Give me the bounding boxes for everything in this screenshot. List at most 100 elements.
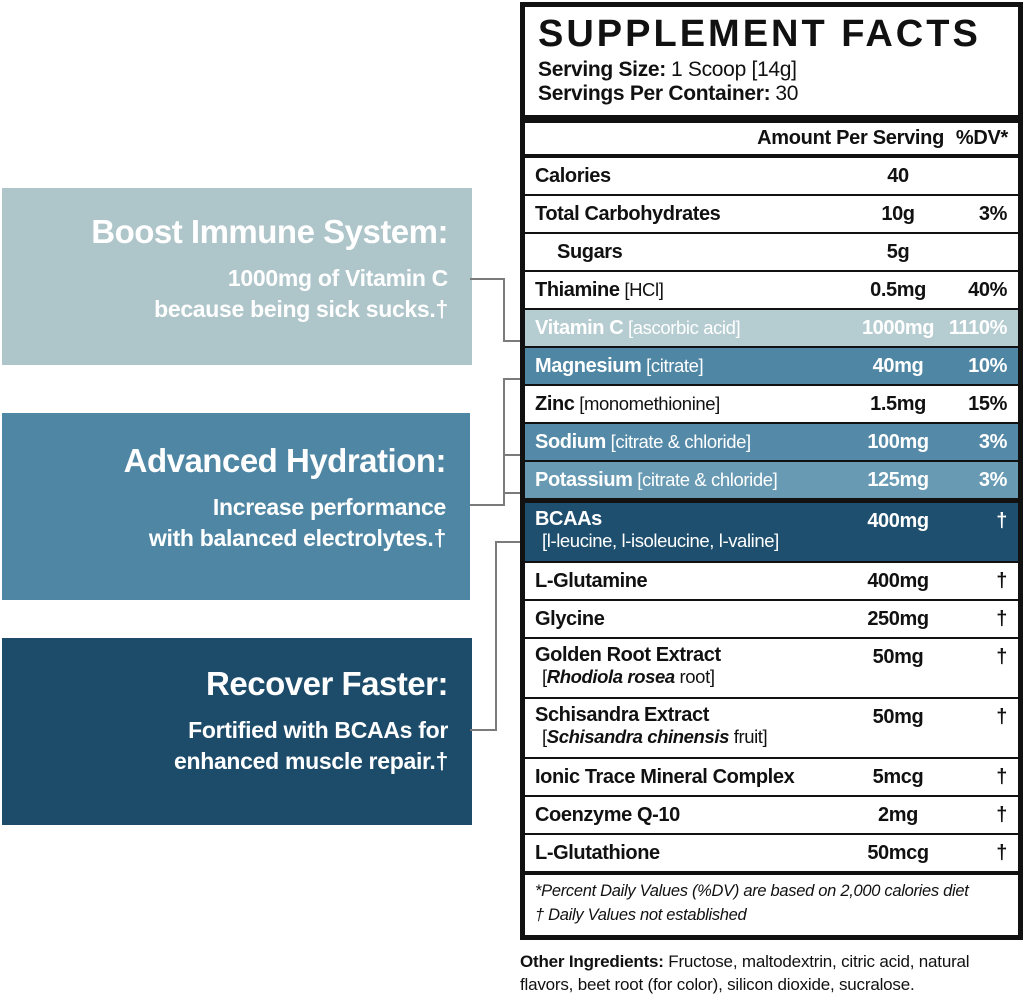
connector-line	[470, 278, 505, 280]
row-subname: [l-leucine, l-isoleucine, l-valine]	[542, 530, 779, 552]
table-row: L-Glutamine 400mg †	[525, 561, 1018, 599]
nutrient-rows: Calories 40 Total Carbohydrates 10g 3% Sugars…	[525, 158, 1018, 871]
row-name: Coenzyme Q-10	[535, 804, 680, 827]
connector-line	[470, 504, 505, 506]
callout-line: Fortified with BCAAs for	[188, 717, 448, 744]
callout-line: with balanced electrolytes.†	[148, 524, 446, 551]
row-dv: 1110%	[948, 316, 1007, 339]
row-name: Sodium [citrate & chloride]	[535, 431, 751, 454]
panel-title: SUPPLEMENT FACTS	[538, 13, 981, 55]
table-row: Sodium [citrate & chloride] 100mg 3%	[525, 422, 1018, 461]
row-name: Sugars	[557, 241, 623, 264]
table-row: Potassium [citrate & chloride] 125mg 3%	[525, 460, 1018, 499]
row-name: L-Glutamine	[535, 570, 648, 593]
callout-line: enhanced muscle repair.†	[173, 747, 448, 774]
row-dv: 3%	[978, 430, 1008, 453]
servings-per-container-line: Servings Per Container: 30	[538, 82, 1006, 107]
callout-box-recover: Recover Faster: Fortified with BCAAs for…	[2, 638, 472, 825]
row-amount: 50mg	[872, 706, 924, 729]
row-amount: 5g	[886, 240, 910, 263]
row-subname: [Rhodiola rosea root]	[542, 666, 715, 688]
row-dv: †	[996, 569, 1007, 592]
row-dv: 3%	[978, 468, 1008, 491]
row-amount: 400mg	[867, 569, 929, 592]
row-dv: 10%	[968, 354, 1007, 377]
row-name: L-Glutathione	[535, 842, 660, 865]
table-row: Thiamine [HCl] 0.5mg 40%	[525, 270, 1018, 308]
row-amount: 125mg	[867, 468, 929, 491]
connector-line	[470, 729, 497, 731]
row-name: Ionic Trace Mineral Complex	[535, 766, 795, 789]
servings-label: Servings Per Container:	[538, 82, 771, 106]
connector-line	[503, 278, 505, 342]
footnote-section: *Percent Daily Values (%DV) are based on…	[525, 871, 1018, 935]
table-row: Glycine 250mg †	[525, 599, 1018, 637]
row-dv: 15%	[968, 392, 1007, 415]
connector-line	[503, 340, 520, 342]
table-row: Ionic Trace Mineral Complex 5mcg †	[525, 757, 1018, 795]
callout-line: 1000mg of Vitamin C	[227, 265, 448, 292]
connector-line	[495, 541, 520, 543]
thick-divider	[525, 115, 1018, 124]
row-dv: †	[996, 510, 1007, 533]
row-amount: 2mg	[878, 803, 918, 826]
table-row: Sugars 5g	[525, 232, 1018, 270]
other-ingredients-text: Fructose, maltodextrin, citric acid, nat…	[520, 952, 970, 994]
table-row: Magnesium [citrate] 40mg 10%	[525, 346, 1018, 385]
table-row: Schisandra Extract [Schisandra chinensis …	[525, 697, 1018, 757]
row-name: Schisandra Extract [Schisandra chinensis …	[525, 699, 848, 747]
row-amount: 40	[887, 164, 909, 187]
row-name: Vitamin C [ascorbic acid]	[535, 317, 741, 340]
column-header-amount: Amount Per Serving	[757, 127, 944, 150]
table-row: BCAAs [l-leucine, l-isoleucine, l-valine]…	[525, 498, 1018, 562]
row-subname: [Schisandra chinensis fruit]	[542, 726, 768, 748]
row-dv: †	[996, 706, 1007, 729]
serving-size-line: Serving Size: 1 Scoop [14g]	[538, 58, 1006, 83]
row-dv: †	[996, 765, 1007, 788]
supplement-facts-panel: SUPPLEMENT FACTS Serving Size: 1 Scoop [1…	[520, 2, 1023, 940]
row-name: Potassium [citrate & chloride]	[535, 469, 778, 492]
row-dv: †	[996, 803, 1007, 826]
callout-title: Advanced Hydration:	[123, 442, 447, 479]
table-row: Zinc [monomethionine] 1.5mg 15%	[525, 384, 1018, 422]
callout-title: Boost Immune System:	[91, 213, 448, 250]
row-amount: 50mg	[872, 646, 924, 669]
other-ingredients: Other Ingredients: Fructose, maltodextri…	[520, 951, 1023, 997]
table-row: Coenzyme Q-10 2mg †	[525, 795, 1018, 833]
other-ingredients-label: Other Ingredients:	[520, 952, 664, 971]
column-header-dv: %DV*	[955, 127, 1008, 150]
connector-line	[495, 541, 497, 731]
panel-header: SUPPLEMENT FACTS Serving Size: 1 Scoop [1…	[525, 7, 1018, 115]
row-name: Magnesium [citrate]	[535, 355, 704, 378]
connector-line	[503, 378, 505, 506]
row-dv: †	[996, 646, 1007, 669]
row-name: Total Carbohydrates	[535, 203, 721, 226]
row-amount: 50mcg	[867, 841, 929, 864]
serving-size-label: Serving Size:	[538, 57, 666, 81]
row-name: Calories	[535, 165, 611, 188]
column-header-row: Amount Per Serving %DV*	[525, 123, 1018, 159]
connector-line	[505, 492, 520, 494]
row-amount: 1000mg	[861, 316, 935, 339]
row-amount: 400mg	[867, 510, 929, 533]
table-row: Total Carbohydrates 10g 3%	[525, 194, 1018, 232]
row-dv: 3%	[978, 202, 1008, 225]
callout-line: because being sick sucks.†	[154, 295, 448, 322]
callout-box-immune: Boost Immune System: 1000mg of Vitamin C…	[2, 188, 472, 365]
serving-size-value: 1 Scoop [14g]	[670, 57, 797, 81]
table-row: Vitamin C [ascorbic acid] 1000mg 1110%	[525, 308, 1018, 347]
row-dv: 40%	[968, 278, 1007, 301]
row-amount: 100mg	[867, 430, 929, 453]
row-name: Golden Root Extract [Rhodiola rosea root]	[525, 639, 848, 687]
table-row: L-Glutathione 50mcg †	[525, 833, 1018, 871]
row-name: Thiamine [HCl]	[535, 279, 664, 302]
row-amount: 40mg	[872, 354, 924, 377]
footnote-dv: *Percent Daily Values (%DV) are based on…	[535, 882, 969, 901]
table-row: Calories 40	[525, 158, 1018, 194]
table-row: Golden Root Extract [Rhodiola rosea root]…	[525, 637, 1018, 697]
row-name: Zinc [monomethionine]	[535, 393, 720, 416]
connector-line	[505, 378, 520, 380]
row-dv: †	[996, 841, 1007, 864]
footnote-dagger: † Daily Values not established	[535, 906, 747, 925]
